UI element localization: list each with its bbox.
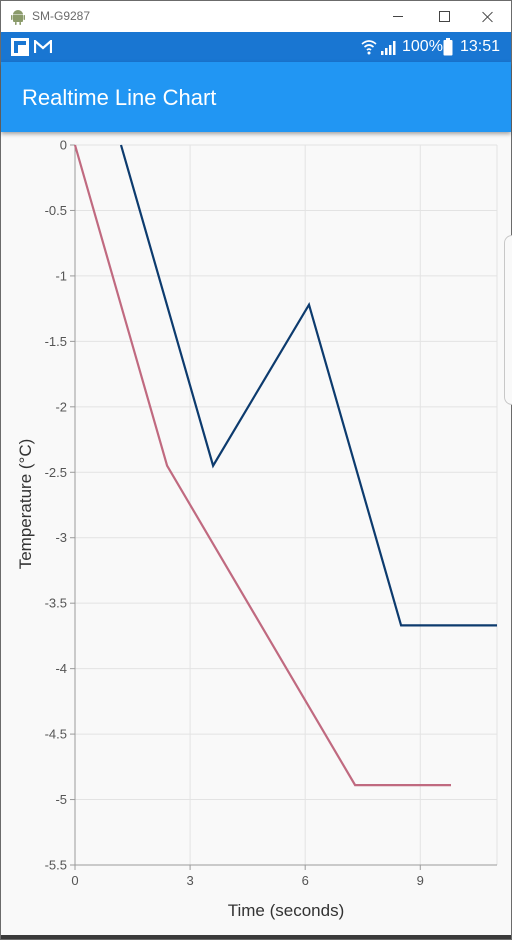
minimize-button[interactable]	[375, 1, 421, 32]
chart-area	[1, 132, 511, 935]
battery-percent: 100%	[402, 38, 443, 55]
minimize-icon	[393, 16, 403, 17]
signal-icon	[381, 41, 396, 55]
close-icon	[482, 11, 494, 23]
app-title: Realtime Line Chart	[22, 85, 217, 110]
gmail-icon	[34, 40, 52, 53]
maximize-button[interactable]	[421, 1, 467, 32]
wifi-icon	[361, 40, 377, 55]
app-bar: Realtime Line Chart	[1, 62, 511, 132]
close-button[interactable]	[465, 1, 511, 32]
android-icon	[11, 10, 25, 25]
window-title: SM-G9287	[32, 9, 91, 23]
window-bottom-edge	[1, 935, 511, 939]
maximize-icon	[438, 11, 450, 22]
flipboard-icon	[11, 38, 29, 56]
edge-panel-handle[interactable]	[504, 235, 512, 405]
status-bar: 100% 13:51	[1, 32, 511, 62]
status-time: 13:51	[460, 38, 501, 55]
battery-icon	[443, 38, 453, 56]
window-title-bar[interactable]: SM-G9287	[1, 1, 511, 32]
